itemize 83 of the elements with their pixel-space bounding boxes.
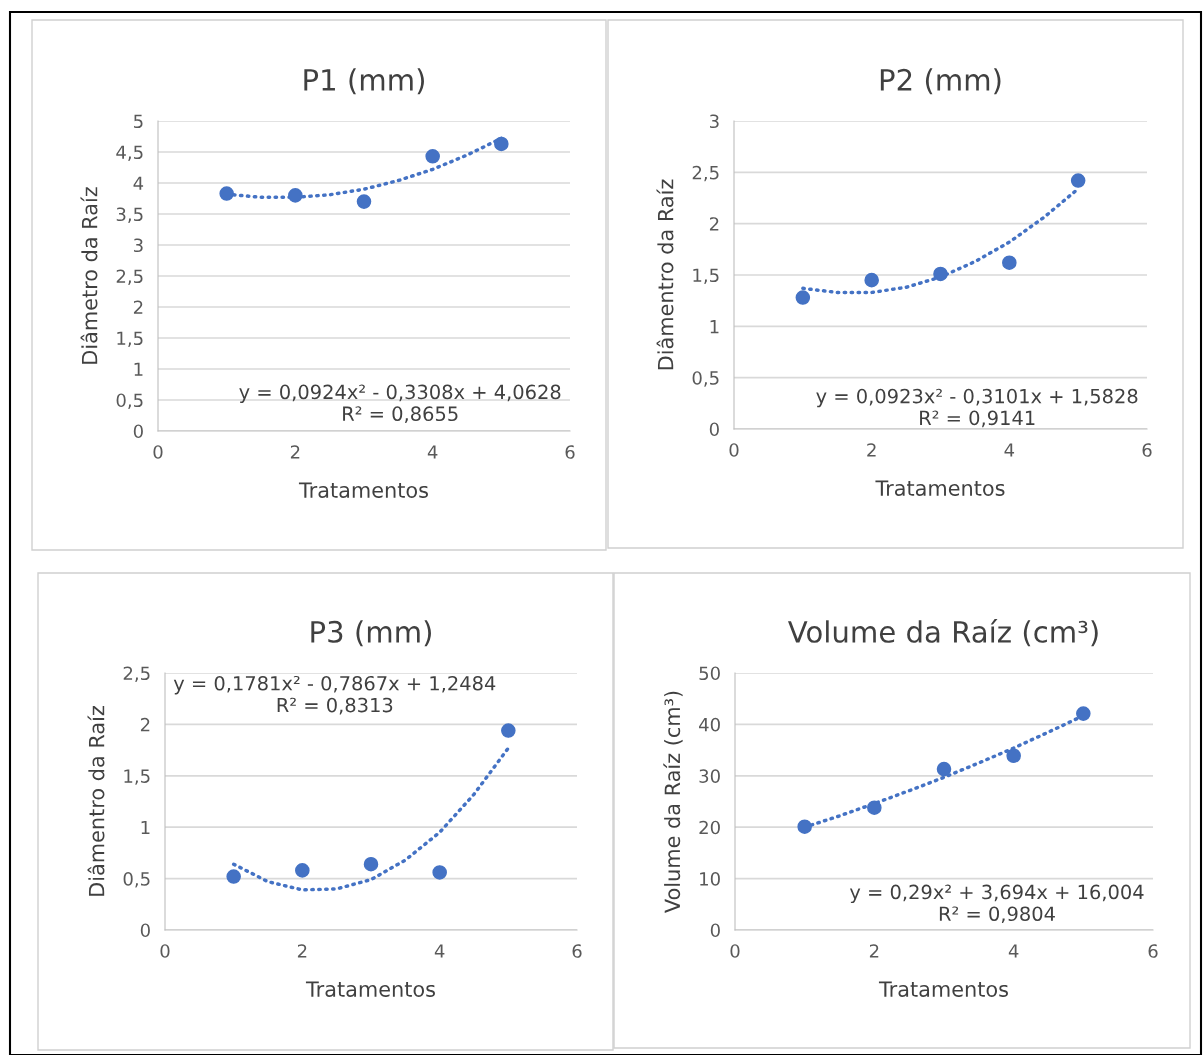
- point: [797, 819, 812, 834]
- y-tick-label: 1,5: [124, 769, 150, 785]
- x-tick-label: 0: [729, 443, 739, 457]
- y-tick-label: 3,5: [116, 207, 143, 223]
- y-tick-label: 2: [140, 717, 150, 732]
- y-tick-label: 2,5: [123, 666, 150, 682]
- point: [432, 865, 447, 880]
- y-tick-label: 2: [133, 300, 143, 314]
- point: [295, 863, 310, 878]
- x-tick-label: 4: [434, 944, 445, 958]
- y-tick-label: 2: [709, 217, 719, 231]
- point: [1006, 748, 1021, 764]
- y-tick-label: 0,5: [123, 872, 150, 888]
- y-tick-label: 3: [134, 238, 143, 253]
- x-tick-label: 2: [869, 944, 879, 958]
- x-tick-label: 2: [297, 944, 307, 958]
- point: [288, 188, 303, 203]
- x-axis-title: Tratamentos: [305, 981, 435, 997]
- point: [867, 800, 882, 815]
- point: [425, 149, 440, 164]
- x-tick-label: 6: [565, 445, 575, 459]
- y-axis-title: Diâmentro da Raíz: [656, 179, 674, 370]
- point: [933, 266, 948, 282]
- x-axis-title: Tratamentos: [875, 480, 1005, 496]
- annotation: y = 0,0923x² - 0,3101x + 1,5828 R² = 0,9141: [816, 388, 1138, 428]
- y-tick-label: 0,5: [116, 393, 143, 409]
- y-tick-label: 10: [700, 872, 720, 886]
- x-axis-title: Tratamentos: [298, 482, 428, 498]
- point: [1002, 255, 1017, 270]
- y-tick-label: 0: [133, 424, 143, 439]
- x-tick-label: 4: [1008, 944, 1019, 958]
- x-tick-label: 0: [730, 944, 740, 958]
- x-tick-label: 6: [572, 944, 582, 958]
- x-tick-label: 6: [1142, 443, 1152, 457]
- y-tick-label: 4,5: [116, 145, 143, 161]
- y-tick-label: 1: [134, 362, 143, 376]
- y-tick-label: 1: [141, 820, 150, 835]
- point: [1070, 173, 1086, 188]
- y-tick-label: 0: [140, 923, 150, 938]
- y-tick-label: 0: [709, 422, 719, 437]
- y-tick-label: 1,5: [693, 268, 719, 284]
- x-tick-label: 0: [160, 944, 170, 958]
- y-tick-label: 1: [710, 320, 719, 334]
- x-tick-label: 2: [290, 445, 300, 459]
- x-tick-label: 4: [1004, 443, 1015, 457]
- point: [363, 856, 379, 872]
- point: [1076, 706, 1091, 721]
- y-tick-label: 5: [134, 114, 143, 129]
- point: [226, 869, 241, 884]
- x-tick-label: 2: [867, 443, 876, 457]
- y-tick-label: 20: [699, 820, 720, 835]
- point: [936, 761, 952, 777]
- point: [501, 723, 516, 738]
- y-axis-title: Diâmentro da Raíz: [87, 706, 105, 896]
- y-tick-label: 1,5: [117, 331, 143, 347]
- line-series: [231, 746, 511, 892]
- y-tick-label: 50: [699, 666, 720, 681]
- annotation: y = 0,1781x² - 0,7867x + 1,2484 R² = 0,8313: [173, 675, 496, 715]
- y-axis-title: Volume da Raíz (cm³): [663, 691, 683, 913]
- y-tick-label: 0,5: [692, 371, 719, 387]
- y-tick-label: 4: [133, 176, 144, 190]
- y-tick-label: 0: [710, 923, 720, 938]
- x-axis-title: Tratamentos: [878, 981, 1008, 997]
- y-tick-label: 2,5: [116, 269, 143, 285]
- y-tick-label: 2,5: [692, 165, 719, 182]
- x-tick-label: 0: [153, 445, 163, 459]
- x-tick-label: 4: [427, 445, 438, 459]
- point: [795, 290, 811, 305]
- chart-title: P1 (mm): [304, 68, 424, 95]
- point: [219, 186, 234, 201]
- chart-title: P3 (mm): [311, 620, 431, 647]
- chart-title: P2 (mm): [880, 68, 1001, 95]
- annotation: y = 0,0924x² - 0,3308x + 4,0628 R² = 0,8655: [239, 384, 561, 424]
- x-tick-label: 6: [1148, 944, 1158, 958]
- chart-title: Volume da Raíz (cm³): [787, 619, 1098, 647]
- y-axis-title: Diâmetro da Raíz: [80, 187, 98, 364]
- y-tick-label: 40: [699, 717, 720, 732]
- annotation: y = 0,29x² + 3,694x + 16,004 R² = 0,9804: [849, 884, 1144, 924]
- y-tick-label: 30: [699, 769, 720, 783]
- point: [864, 272, 879, 288]
- y-tick-label: 3: [710, 114, 719, 129]
- point: [494, 136, 509, 152]
- point: [356, 194, 372, 209]
